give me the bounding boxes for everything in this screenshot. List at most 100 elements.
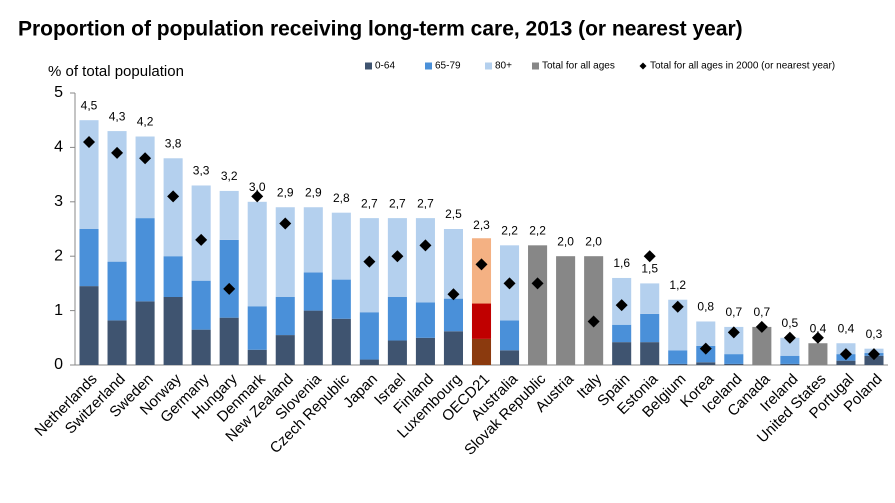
bar-segment [612, 324, 632, 343]
bar-segment [107, 320, 127, 365]
bar-segment [724, 354, 744, 364]
diamond-marker [83, 135, 96, 148]
bar-segment [219, 190, 239, 240]
bar-segment [724, 363, 744, 365]
legend-label: Total for all ages in 2000 (or nearest y… [650, 61, 835, 72]
diamond-marker [615, 299, 628, 312]
diamond-marker [447, 288, 460, 301]
bar-segment [163, 158, 183, 257]
y-tick-label: 3 [54, 193, 63, 210]
diamond-marker [139, 152, 152, 165]
bar-segment [247, 201, 267, 307]
data-label: 2,3 [473, 218, 490, 232]
data-label: 2,8 [333, 191, 350, 205]
diamond-marker [811, 331, 824, 344]
bar-segment [668, 363, 688, 365]
data-label: 2,2 [529, 223, 546, 237]
bar-segment [331, 318, 351, 365]
bar-segment [443, 331, 463, 365]
diamond-marker [867, 348, 880, 361]
bar-segment [415, 337, 435, 365]
bar-segment [443, 229, 463, 299]
legend-marker [425, 62, 432, 70]
data-label: 3,0 [249, 180, 266, 194]
bar-segment [303, 272, 323, 311]
diamond-marker [531, 277, 544, 290]
data-label: 1,2 [669, 278, 686, 292]
y-tick-label: 5 [54, 84, 63, 101]
data-label: 4,3 [109, 109, 126, 123]
bar-segment [79, 229, 99, 287]
bar-segment [471, 303, 492, 339]
y-tick-label: 0 [54, 356, 63, 373]
diamond-marker [167, 190, 180, 203]
data-label: 4,5 [81, 98, 98, 112]
y-tick-label: 1 [54, 302, 63, 319]
bar-segment [640, 283, 660, 314]
data-label: 3,8 [165, 136, 182, 150]
diamond-marker [699, 342, 712, 355]
bar-segment [696, 321, 716, 346]
bar-segment [163, 256, 183, 297]
bar-segment [191, 185, 211, 281]
data-label: 0,7 [725, 305, 742, 319]
diamond-marker [727, 326, 740, 339]
data-label: 2,0 [557, 234, 574, 248]
bar-segment [415, 218, 435, 303]
bar-segment [780, 363, 800, 365]
diamond-marker [111, 146, 124, 159]
diamond-marker [223, 282, 236, 295]
bar-segment [668, 299, 688, 351]
bar-segment [331, 279, 351, 319]
bar-segment [696, 362, 716, 365]
bar-segment [640, 342, 660, 365]
bar-segment [471, 238, 492, 304]
data-label: 3,2 [221, 169, 238, 183]
y-axis-label: % of total population [48, 63, 184, 80]
bar-segment [135, 218, 155, 302]
bar-segment [107, 261, 127, 321]
data-label: 2,0 [585, 234, 602, 248]
bar-segment [724, 326, 744, 355]
data-label: 2,7 [361, 196, 378, 210]
legend-marker [639, 62, 647, 70]
bar-segment [275, 297, 295, 336]
bar-segment [79, 286, 99, 365]
y-tick-label: 2 [54, 247, 63, 264]
diamond-marker [671, 300, 684, 313]
bar-segment [528, 245, 548, 365]
bar-segment [415, 302, 435, 338]
legend-label: 80+ [495, 61, 512, 72]
data-label: 1,6 [613, 256, 630, 270]
bar-segment [836, 360, 856, 365]
data-label: 2,7 [389, 196, 406, 210]
bar-segment [584, 256, 604, 365]
data-label: 4,2 [137, 115, 154, 129]
legend-marker [485, 62, 492, 70]
diamond-marker [363, 255, 376, 268]
data-label: 0,4 [810, 321, 827, 335]
chart-title: Proportion of population receiving long-… [18, 18, 743, 41]
bar-segment [303, 310, 323, 365]
data-label: 0,3 [866, 327, 883, 341]
bar-segment [668, 350, 688, 364]
bar-segment [247, 349, 267, 365]
diamond-marker [391, 250, 404, 263]
diamond-marker [587, 315, 600, 328]
diamond-marker [503, 277, 516, 290]
bar-segment [135, 136, 155, 219]
data-label: 2,9 [277, 185, 294, 199]
bar-segment [163, 297, 183, 365]
diamond-marker [251, 190, 264, 203]
legend-label: Total for all ages [542, 61, 615, 72]
data-label: 0,4 [838, 321, 855, 335]
bar-segment [443, 298, 463, 332]
bar-segment [864, 355, 884, 365]
data-label: 1,5 [641, 262, 658, 276]
data-label: 2,7 [417, 196, 434, 210]
bar-segment [191, 280, 211, 330]
bar-segment [247, 306, 267, 350]
bar-segment [219, 317, 239, 365]
bar-segment [612, 342, 632, 365]
